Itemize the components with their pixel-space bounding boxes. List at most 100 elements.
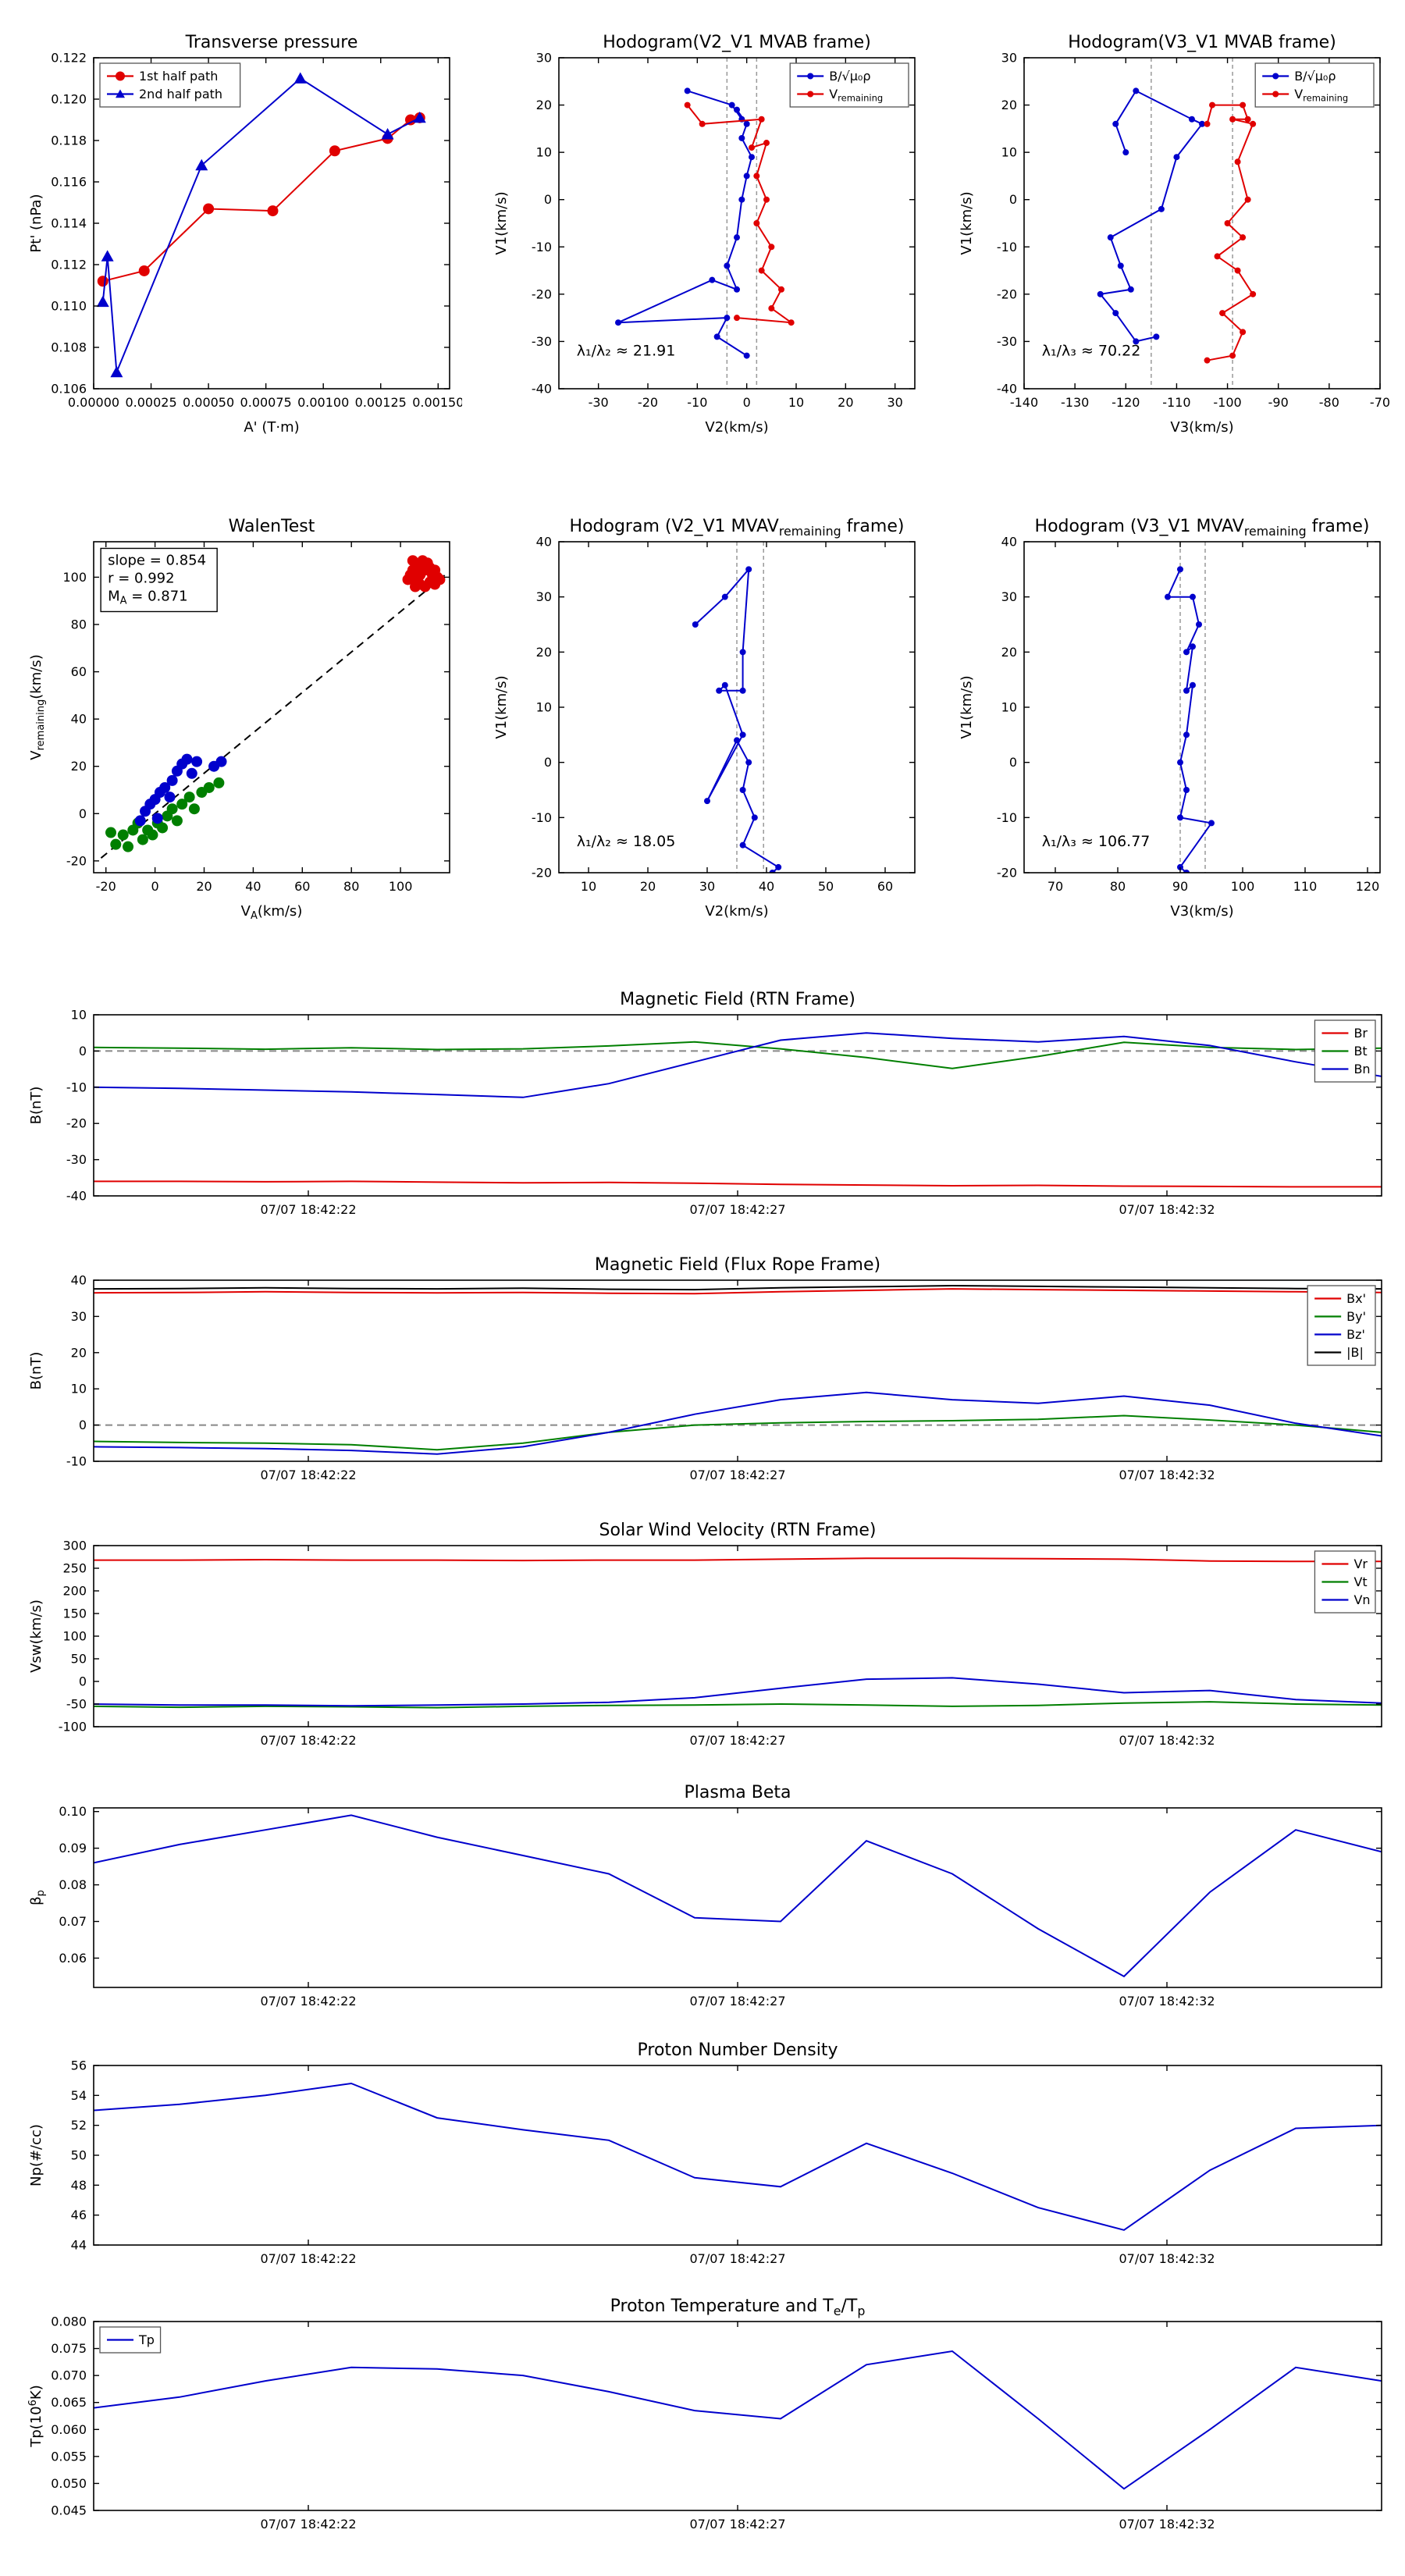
chart-proton-number-density: 07/07 18:42:22 07/07 18:42:27 07/07 18:42:…: [12, 2031, 1394, 2287]
svg-text:0.112: 0.112: [51, 258, 87, 272]
svg-text:20: 20: [640, 879, 656, 894]
chart-magnetic-field-rtn: 07/07 18:42:22 07/07 18:42:27 07/07 18:42:…: [12, 980, 1394, 1238]
svg-text:0.00000: 0.00000: [68, 395, 119, 410]
svg-text:0.00025: 0.00025: [125, 395, 176, 410]
svg-text:0.080: 0.080: [51, 2314, 87, 2329]
chart-canvas: 0.00000 0.00025 0.00050 0.00075 0.00100 0.001…: [12, 17, 462, 453]
svg-text:20: 20: [71, 1345, 87, 1360]
svg-text:B(nT): B(nT): [28, 1087, 44, 1125]
svg-text:07/07 18:42:27: 07/07 18:42:27: [689, 1733, 785, 1748]
svg-text:0: 0: [79, 1674, 87, 1689]
svg-text:-90: -90: [1268, 395, 1289, 410]
chart-canvas: 07/07 18:42:22 07/07 18:42:27 07/07 18:42:…: [12, 2031, 1394, 2287]
svg-text:10: 10: [1001, 145, 1017, 160]
svg-text:r = 0.992: r = 0.992: [108, 570, 174, 586]
svg-text:-20: -20: [997, 866, 1017, 881]
chart-canvas: 10 20 30 40 50 60 -20 -10 0 10 20 30 40 Hodogram (V2_…: [478, 501, 927, 937]
svg-text:20: 20: [1001, 645, 1017, 660]
svg-text:-40: -40: [532, 382, 552, 397]
svg-text:Bn: Bn: [1353, 1062, 1370, 1076]
svg-text:30: 30: [71, 1309, 87, 1324]
svg-text:0.060: 0.060: [51, 2422, 87, 2437]
chart-transverse-pressure: 0.00000 0.00025 0.00050 0.00075 0.00100 0.001…: [12, 17, 462, 453]
svg-text:Pt' (nPa): Pt' (nPa): [28, 194, 44, 252]
chart-canvas: 07/07 18:42:22 07/07 18:42:27 07/07 18:42:…: [12, 1774, 1394, 2030]
svg-text:-10: -10: [997, 240, 1017, 254]
svg-text:Vt: Vt: [1353, 1574, 1367, 1589]
chart-canvas: 07/07 18:42:22 07/07 18:42:27 07/07 18:42:…: [12, 980, 1394, 1238]
svg-text:0: 0: [79, 806, 87, 821]
svg-text:48: 48: [71, 2178, 87, 2193]
chart-solar-wind-velocity: 07/07 18:42:22 07/07 18:42:27 07/07 18:42:…: [12, 1511, 1394, 1769]
svg-text:0.09: 0.09: [59, 1841, 87, 1856]
chart-plasma-beta: 07/07 18:42:22 07/07 18:42:27 07/07 18:42:…: [12, 1774, 1394, 2030]
chart-hodogram-v3-v1-mvab: -140 -130 -120 -110 -100 -90 -80 -70 -40 -30 -20 -1…: [943, 17, 1393, 453]
svg-text:Tp: Tp: [138, 2332, 155, 2347]
svg-text:0: 0: [544, 755, 552, 770]
svg-text:200: 200: [62, 1584, 87, 1599]
svg-text:07/07 18:42:22: 07/07 18:42:22: [260, 2251, 356, 2266]
svg-text:-10: -10: [66, 1454, 87, 1469]
svg-text:60: 60: [71, 664, 87, 679]
svg-text:A' (T·m): A' (T·m): [244, 419, 299, 436]
svg-text:10: 10: [1001, 700, 1017, 715]
svg-text:βp: βp: [28, 1890, 47, 1905]
svg-text:V1(km/s): V1(km/s): [493, 191, 510, 254]
svg-text:Vremaining: Vremaining: [1294, 87, 1348, 104]
svg-text:0.045: 0.045: [51, 2503, 87, 2518]
svg-text:100: 100: [389, 879, 413, 894]
svg-text:07/07 18:42:32: 07/07 18:42:32: [1119, 1202, 1215, 1217]
svg-text:07/07 18:42:32: 07/07 18:42:32: [1119, 1733, 1215, 1748]
svg-text:0.114: 0.114: [51, 216, 87, 231]
svg-text:07/07 18:42:22: 07/07 18:42:22: [260, 1733, 356, 1748]
svg-text:20: 20: [838, 395, 853, 410]
svg-text:-20: -20: [66, 1116, 87, 1131]
svg-text:0.065: 0.065: [51, 2395, 87, 2410]
svg-text:Transverse pressure: Transverse pressure: [185, 33, 358, 52]
svg-text:07/07 18:42:22: 07/07 18:42:22: [260, 1202, 356, 1217]
svg-text:0: 0: [1009, 192, 1017, 207]
svg-text:By': By': [1346, 1309, 1366, 1324]
svg-text:07/07 18:42:32: 07/07 18:42:32: [1119, 2251, 1215, 2266]
chart-proton-temperature: 07/07 18:42:22 07/07 18:42:27 07/07 18:42:…: [12, 2287, 1394, 2553]
svg-text:20: 20: [71, 759, 87, 774]
chart-canvas: -140 -130 -120 -110 -100 -90 -80 -70-40-30-20-1…: [943, 17, 1393, 453]
svg-text:Magnetic Field (Flux Rope Fram: Magnetic Field (Flux Rope Frame): [595, 1255, 880, 1275]
svg-text:07/07 18:42:22: 07/07 18:42:22: [260, 2517, 356, 2532]
chart-canvas: 07/07 18:42:22 07/07 18:42:27 07/07 18:42:…: [12, 2287, 1394, 2553]
svg-text:30: 30: [699, 879, 715, 894]
svg-text:Proton Number Density: Proton Number Density: [638, 2041, 838, 2060]
svg-text:0.106: 0.106: [51, 382, 87, 397]
svg-text:Hodogram(V2_V1 MVAB frame): Hodogram(V2_V1 MVAB frame): [603, 33, 871, 52]
svg-text:0.00075: 0.00075: [240, 395, 292, 410]
svg-text:-10: -10: [997, 810, 1017, 825]
svg-text:Br: Br: [1353, 1026, 1368, 1041]
svg-text:0.08: 0.08: [59, 1877, 87, 1892]
svg-text:07/07 18:42:27: 07/07 18:42:27: [689, 1468, 785, 1482]
svg-text:60: 60: [877, 879, 893, 894]
svg-text:0: 0: [79, 1044, 87, 1059]
svg-text:-30: -30: [589, 395, 609, 410]
svg-text:100: 100: [1231, 879, 1255, 894]
svg-text:40: 40: [759, 879, 774, 894]
svg-text:07/07 18:42:27: 07/07 18:42:27: [689, 2517, 785, 2532]
svg-text:V1(km/s): V1(km/s): [959, 675, 975, 738]
chart-hodogram-v2-v1-mvav: 10 20 30 40 50 60 -20 -10 0 10 20 30 40 Hodogram (V2_…: [478, 501, 927, 937]
svg-text:V3(km/s): V3(km/s): [1170, 903, 1233, 920]
svg-text:0: 0: [79, 1418, 87, 1432]
svg-text:0.120: 0.120: [51, 92, 87, 107]
svg-text:Bz': Bz': [1346, 1327, 1365, 1342]
svg-text:-30: -30: [997, 334, 1017, 349]
svg-text:Magnetic Field (RTN Frame): Magnetic Field (RTN Frame): [620, 990, 855, 1009]
svg-text:B/√μ₀ρ: B/√μ₀ρ: [829, 69, 870, 84]
svg-text:-10: -10: [687, 395, 707, 410]
svg-text:50: 50: [71, 2148, 87, 2163]
svg-text:Plasma Beta: Plasma Beta: [685, 1783, 791, 1802]
svg-text:λ₁/λ₃ ≈ 106.77: λ₁/λ₃ ≈ 106.77: [1042, 833, 1151, 850]
chart-canvas: -30 -20 -10 0 10 20 30 -40 -30 -20 -10 0 10 20 30 Hodog…: [478, 17, 927, 453]
svg-text:λ₁/λ₂ ≈ 18.05: λ₁/λ₂ ≈ 18.05: [577, 833, 676, 850]
svg-text:40: 40: [71, 712, 87, 727]
svg-text:10: 10: [536, 145, 552, 160]
svg-text:0.10: 0.10: [59, 1804, 87, 1819]
svg-text:110: 110: [1293, 879, 1318, 894]
